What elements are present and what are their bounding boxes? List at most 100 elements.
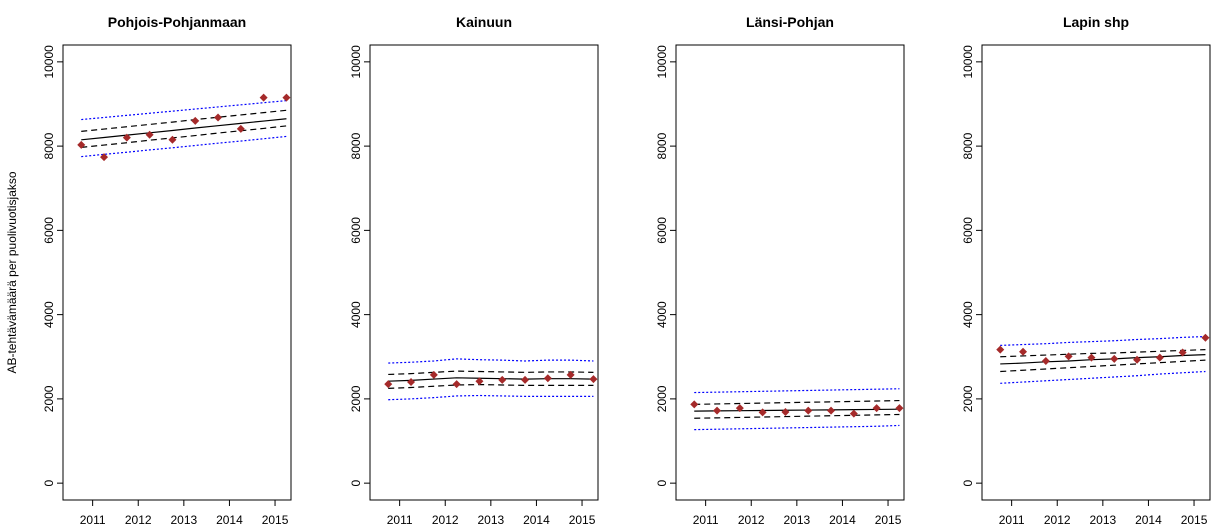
- data-point: [1155, 353, 1164, 362]
- x-tick-label: 2012: [738, 513, 765, 527]
- y-tick-label: 10000: [349, 45, 363, 79]
- line-dotted: [1000, 370, 1206, 384]
- data-point: [1178, 348, 1187, 357]
- data-point: [145, 130, 154, 139]
- data-point: [1087, 353, 1096, 362]
- data-point: [521, 375, 530, 384]
- data-point: [566, 370, 575, 379]
- plot-frame: [62, 44, 292, 501]
- line-dashed: [81, 125, 287, 148]
- data-point: [827, 406, 836, 415]
- line-dotted: [81, 100, 287, 121]
- x-tick-label: 2015: [875, 513, 902, 527]
- data-point: [122, 133, 131, 142]
- y-tick-label: 8000: [655, 132, 669, 159]
- y-tick-label: 2000: [961, 385, 975, 412]
- data-point: [804, 406, 813, 415]
- line-solid: [694, 408, 900, 412]
- line-dotted: [388, 358, 594, 364]
- line-dashed: [388, 370, 594, 376]
- x-tick-label: 2012: [432, 513, 459, 527]
- y-tick-label: 2000: [349, 385, 363, 412]
- data-point: [214, 113, 223, 122]
- data-point: [735, 404, 744, 413]
- x-tick-label: 2013: [783, 513, 810, 527]
- data-point: [475, 377, 484, 386]
- x-tick-label: 2014: [523, 513, 550, 527]
- plot-frame: [675, 44, 905, 501]
- x-tick-label: 2014: [216, 513, 243, 527]
- y-tick-label: 8000: [961, 132, 975, 159]
- y-tick-label: 0: [961, 479, 975, 486]
- line-solid: [81, 118, 287, 141]
- line-dotted: [694, 424, 900, 431]
- line-dashed: [694, 413, 900, 419]
- data-point: [100, 153, 109, 162]
- data-point: [429, 370, 438, 379]
- y-tick-label: 10000: [42, 45, 56, 79]
- data-point: [1110, 354, 1119, 363]
- line-dotted: [694, 388, 900, 394]
- chart-title: Kainuun: [456, 14, 512, 30]
- data-point: [589, 375, 598, 384]
- data-point: [259, 93, 268, 102]
- data-point: [191, 116, 200, 125]
- line-dashed: [81, 109, 287, 132]
- line-dotted: [81, 135, 287, 158]
- data-point: [872, 404, 881, 413]
- x-tick-label: 2013: [170, 513, 197, 527]
- data-point: [895, 404, 904, 413]
- y-tick-label: 8000: [349, 132, 363, 159]
- line-dotted: [1000, 335, 1206, 346]
- x-tick-label: 2011: [999, 513, 1025, 527]
- data-point: [1064, 352, 1073, 361]
- data-point: [758, 408, 767, 417]
- data-point: [236, 124, 245, 133]
- x-tick-label: 2015: [262, 513, 289, 527]
- y-tick-label: 2000: [42, 385, 56, 412]
- data-point: [1019, 347, 1028, 356]
- y-axis-label: AB-tehtävämäärä per puolivuotisjakso: [5, 171, 19, 373]
- x-tick-label: 2011: [387, 513, 413, 527]
- y-tick-label: 6000: [349, 217, 363, 244]
- x-tick-label: 2013: [477, 513, 504, 527]
- data-point: [168, 135, 177, 144]
- data-point: [452, 380, 461, 389]
- x-tick-label: 2014: [829, 513, 856, 527]
- x-tick-label: 2012: [125, 513, 152, 527]
- y-tick-label: 8000: [42, 132, 56, 159]
- plot-frame: [369, 44, 599, 501]
- data-point: [781, 407, 790, 416]
- y-tick-label: 6000: [42, 217, 56, 244]
- data-point: [713, 406, 722, 415]
- data-point: [849, 409, 858, 418]
- data-point: [407, 378, 416, 387]
- x-tick-label: 2015: [569, 513, 596, 527]
- chart-title: Lapin shp: [1063, 14, 1129, 30]
- plot-frame: [981, 44, 1211, 501]
- y-tick-label: 0: [655, 479, 669, 486]
- x-tick-label: 2013: [1089, 513, 1116, 527]
- y-tick-label: 6000: [961, 217, 975, 244]
- y-tick-label: 10000: [655, 45, 669, 79]
- data-point: [1201, 333, 1210, 342]
- y-tick-label: 4000: [655, 301, 669, 328]
- x-tick-label: 2012: [1044, 513, 1071, 527]
- line-solid: [1000, 354, 1206, 365]
- data-point: [498, 375, 507, 384]
- data-point: [690, 400, 699, 409]
- x-tick-label: 2015: [1181, 513, 1208, 527]
- y-tick-label: 4000: [961, 301, 975, 328]
- line-solid: [388, 377, 594, 382]
- x-tick-label: 2011: [693, 513, 719, 527]
- y-tick-label: 0: [42, 479, 56, 486]
- data-point: [1133, 355, 1142, 364]
- y-tick-label: 6000: [655, 217, 669, 244]
- chart-title: Länsi-Pohjan: [746, 14, 834, 30]
- y-tick-label: 2000: [655, 385, 669, 412]
- x-tick-label: 2014: [1135, 513, 1162, 527]
- y-tick-label: 4000: [42, 301, 56, 328]
- chart-title: Pohjois-Pohjanmaan: [108, 14, 246, 30]
- y-tick-label: 10000: [961, 45, 975, 79]
- data-point: [384, 380, 393, 389]
